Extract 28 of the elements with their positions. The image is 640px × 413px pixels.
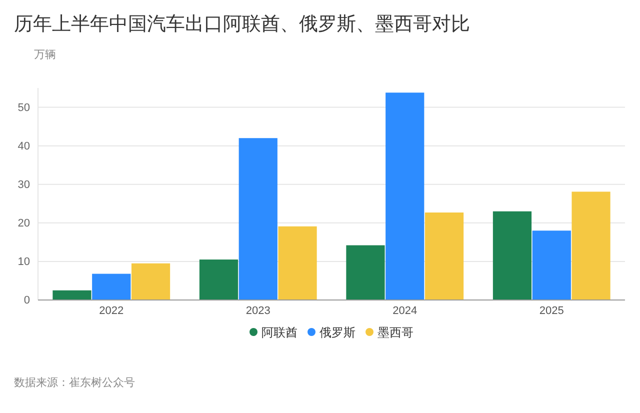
- bar: [278, 226, 317, 300]
- bar: [386, 92, 424, 300]
- x-tick-label: 2023: [246, 304, 270, 317]
- x-tick-label: 2022: [99, 304, 124, 317]
- bar: [492, 211, 532, 300]
- legend-label: 阿联酋: [262, 326, 298, 340]
- bar: [92, 274, 131, 300]
- bar: [424, 212, 464, 300]
- bar: [572, 192, 610, 300]
- source-note: 数据来源：崔东树公众号: [14, 376, 135, 389]
- y-tick-label: 30: [18, 178, 30, 191]
- x-tick-label: 2024: [392, 304, 418, 317]
- bar: [131, 263, 170, 300]
- chart-title: 历年上半年中国汽车出口阿联酋、俄罗斯、墨西哥对比: [14, 13, 470, 35]
- y-tick-label: 10: [18, 256, 30, 268]
- y-tick-label: 20: [18, 217, 30, 230]
- x-tick-label: 2025: [539, 304, 564, 317]
- y-tick-label: 50: [18, 102, 30, 114]
- bar: [52, 290, 92, 300]
- bar: [346, 245, 385, 300]
- y-tick-label: 0: [24, 294, 30, 307]
- bar: [199, 260, 238, 300]
- bar: [532, 230, 571, 300]
- legend-label: 墨西哥: [378, 326, 414, 340]
- y-tick-label: 40: [18, 140, 30, 152]
- bar: [238, 138, 278, 300]
- legend-label: 俄罗斯: [320, 326, 356, 340]
- y-axis-title: 万辆: [34, 48, 56, 61]
